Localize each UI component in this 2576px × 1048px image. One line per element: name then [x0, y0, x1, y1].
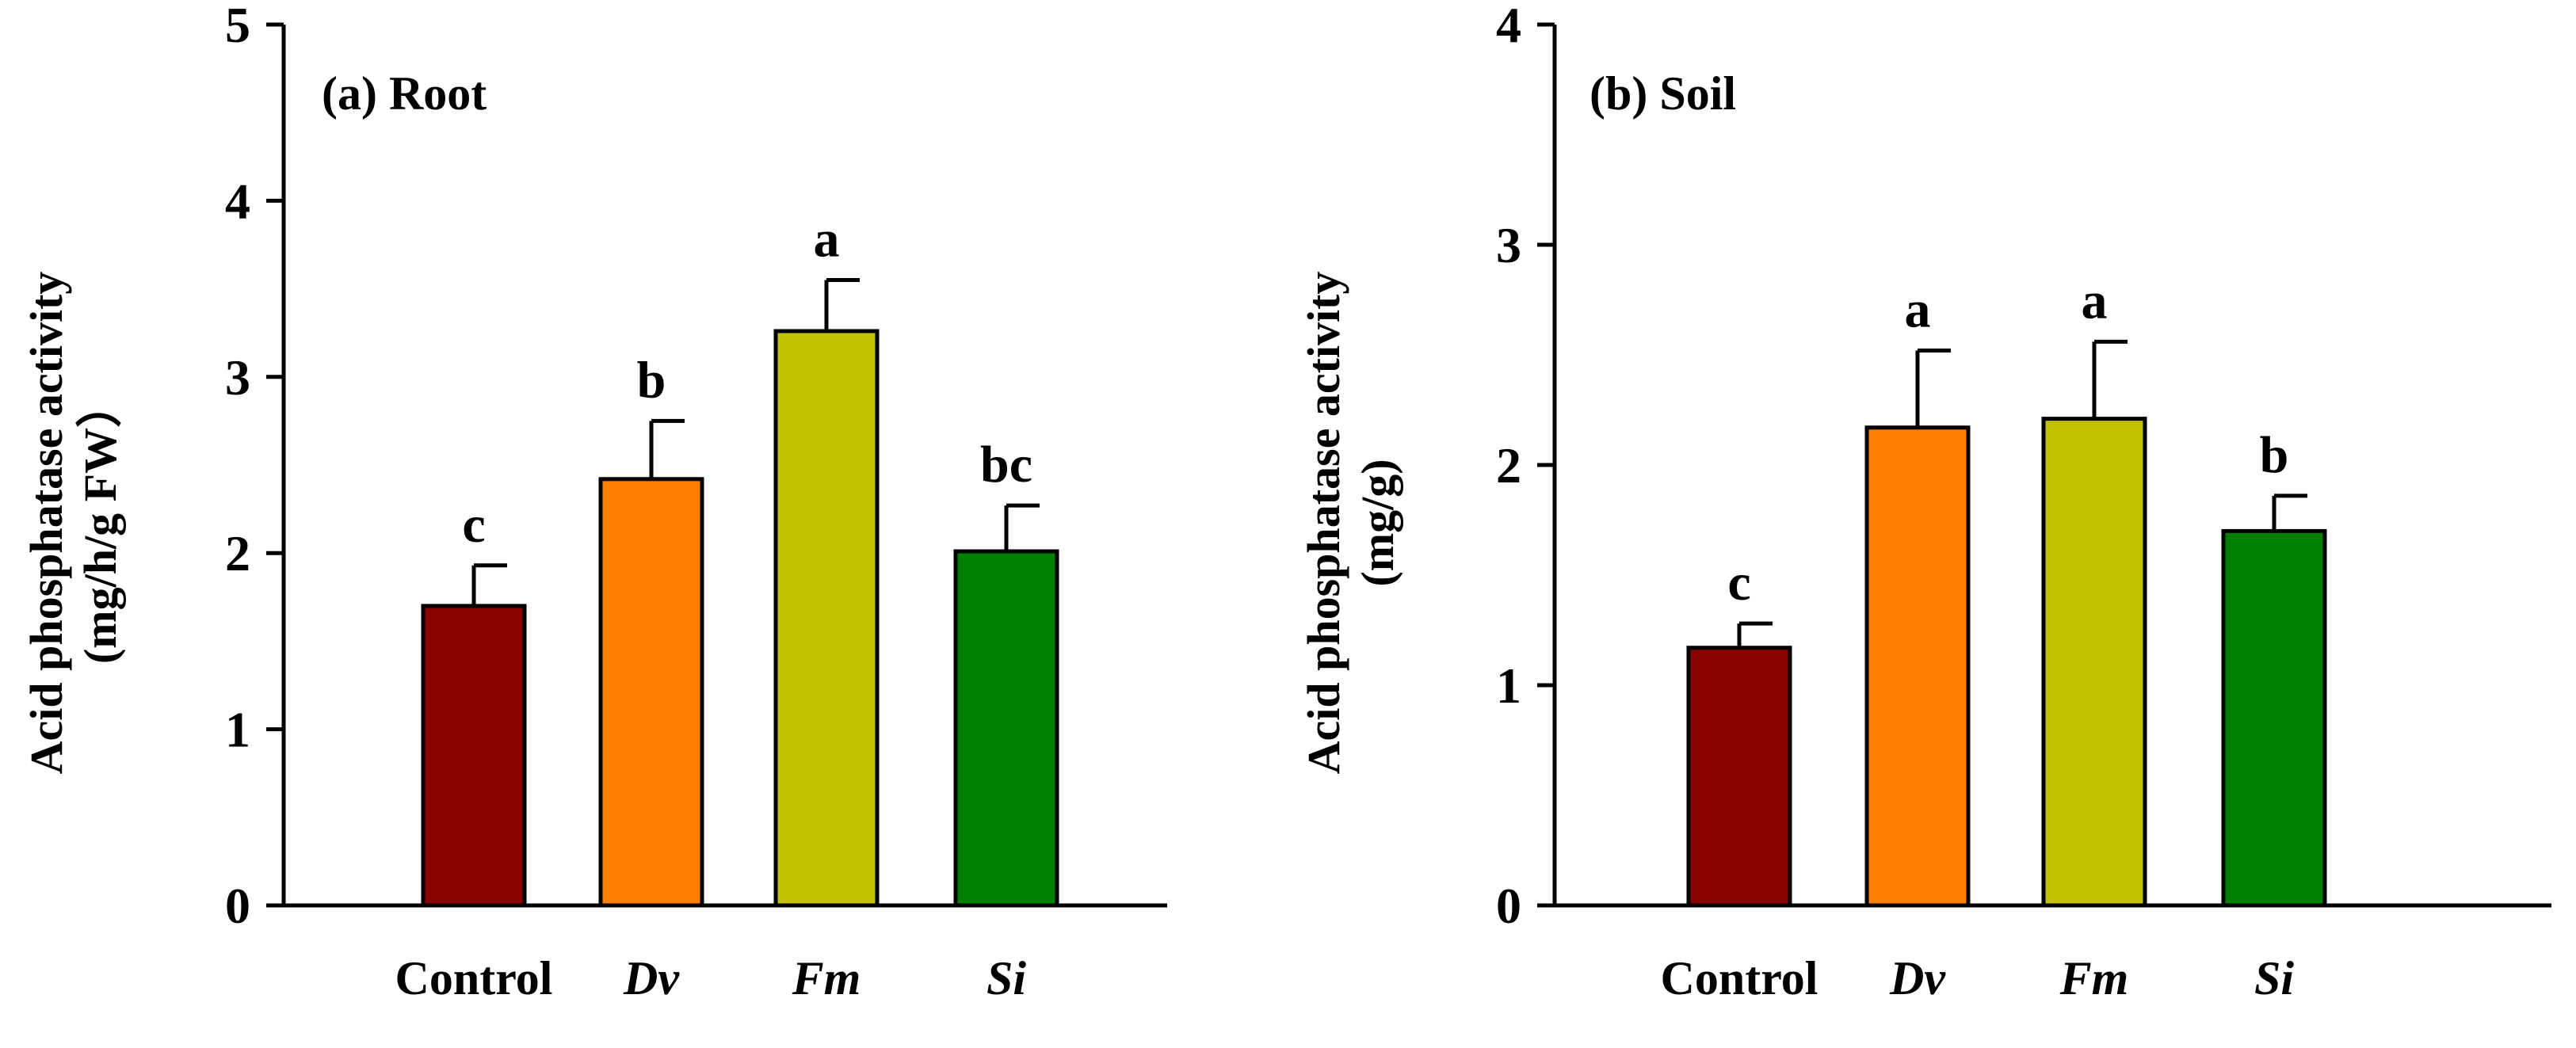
significance-letter: bc: [980, 436, 1032, 494]
bar-si: [953, 549, 1059, 908]
x-tick-label: Si: [2254, 952, 2294, 1004]
panel-title: (b) Soil: [1589, 67, 1736, 120]
significance-letter: c: [1727, 554, 1750, 612]
significance-letter: a: [2082, 272, 2108, 330]
panel-title: (a) Root: [322, 67, 487, 120]
y-tick-label: 1: [225, 702, 250, 758]
panel-root: Acid phosphatase activity (mg/h/g FW） (a…: [21, 0, 1167, 1004]
bar-fm: [2041, 417, 2147, 908]
bar-dv: [1864, 425, 1971, 908]
y-axis-label-line1: Acid phosphatase activity: [1298, 272, 1349, 775]
y-tick-label: 0: [1496, 878, 1521, 934]
bar-si: [2221, 528, 2327, 908]
significance-letter: c: [462, 496, 485, 554]
x-tick-label: Control: [395, 952, 553, 1004]
significance-letter: b: [2260, 426, 2289, 484]
y-tick-label: 2: [1496, 437, 1521, 494]
significance-letter: b: [637, 351, 666, 409]
y-tick-label: 0: [225, 878, 250, 934]
y-axis-label-line2: (mg/g): [1352, 459, 1403, 586]
bar-fm: [773, 329, 880, 908]
significance-letter: a: [1905, 280, 1931, 338]
y-tick-label: 5: [225, 0, 250, 53]
x-tick-label: Si: [987, 952, 1026, 1004]
y-tick-label: 1: [1496, 657, 1521, 714]
y-tick-label: 3: [225, 349, 250, 406]
y-axis-label-line2: (mg/h/g FW）: [74, 382, 126, 664]
x-tick-label: Control: [1661, 952, 1818, 1004]
x-tick-label: Dv: [1889, 952, 1946, 1004]
bar-control: [421, 604, 527, 908]
y-tick-label: 4: [225, 173, 250, 229]
y-tick-label: 2: [225, 525, 250, 581]
x-tick-label: Fm: [2059, 952, 2129, 1004]
y-tick-label: 4: [1496, 0, 1521, 53]
bar-control: [1686, 646, 1792, 908]
significance-letter: a: [814, 210, 840, 268]
x-tick-label: Fm: [792, 952, 861, 1004]
y-axis-label-line1: Acid phosphatase activity: [21, 272, 72, 775]
bar-dv: [598, 477, 704, 908]
y-tick-label: 3: [1496, 217, 1521, 273]
panel-soil: Acid phosphatase activity (mg/g) (b) Soi…: [1298, 0, 2551, 1004]
x-tick-label: Dv: [623, 952, 680, 1004]
